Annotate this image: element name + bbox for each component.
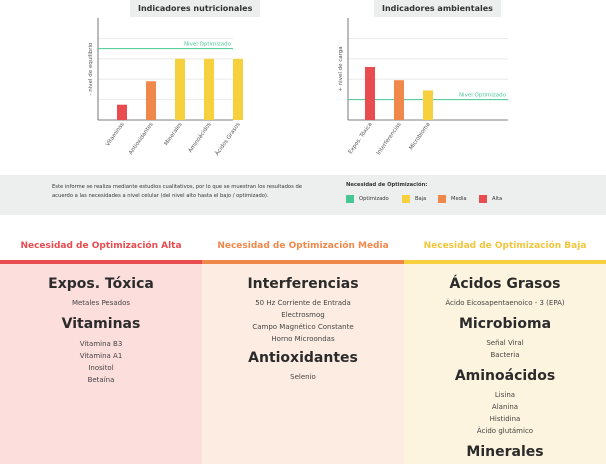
column-baja: Ácidos Grasos Ácido Eicosapentaenoico - …: [404, 264, 606, 464]
legend-label: Media: [451, 196, 467, 202]
heading-media: Necesidad de Optimización Media: [217, 241, 389, 251]
list-item: Alanina: [491, 403, 519, 411]
x-tick-label: Antioxidantes: [128, 122, 155, 156]
chart-title: Indicadores nutricionales: [130, 0, 261, 17]
x-tick-label: Ácidos Grasos: [214, 121, 242, 157]
legend-swatch: [346, 195, 354, 203]
reference-line-label: Nivel Optimizado: [459, 93, 507, 99]
legend-label: Baja: [415, 196, 427, 202]
legend-label: Alta: [492, 196, 503, 202]
chart-title: Indicadores ambientales: [374, 0, 501, 17]
list-item: Electrosmog: [281, 311, 325, 319]
list-item: Ácido glutámico: [476, 427, 534, 435]
x-tick-label: Minerales: [163, 122, 183, 147]
list-item: 50 Hz Corriente de Entrada: [255, 299, 351, 307]
list-item: Ácido Eicosapentaenoico - 3 (EPA): [445, 299, 565, 307]
bar: [204, 58, 214, 120]
charts-section: Indicadores nutricionales - nivel de equ…: [0, 0, 606, 175]
legend-item-baja: Baja: [402, 195, 426, 203]
bar: [146, 81, 156, 120]
list-item: Lisina: [494, 391, 516, 399]
bar: [233, 58, 243, 120]
list-item: Vitamina B3: [79, 340, 123, 348]
group-title: Ácidos Grasos: [449, 276, 561, 292]
y-axis-label: + nivel de carga: [338, 46, 344, 91]
bar: [365, 66, 375, 120]
report-note: Este informe se realiza mediante estudio…: [52, 184, 302, 199]
list-item: Histidina: [489, 415, 521, 423]
group-title: Microbioma: [458, 316, 552, 332]
list-item: Bacteria: [490, 351, 520, 359]
group-title: Expos. Tóxica: [48, 276, 154, 292]
group-title: Interferencias: [247, 276, 359, 292]
chart-environmental-plot: + nivel de carga Nivel Optimizado Expos. T…: [338, 18, 508, 157]
chart-nutritional-plot: - nivel de equilibrio Nivel Optimizado Vit…: [88, 18, 243, 157]
legend-swatch: [402, 195, 410, 203]
divider-media: [202, 260, 404, 264]
y-axis-label: - nivel de equilibrio: [88, 42, 94, 96]
chart-environmental: Indicadores ambientales + nivel de carga…: [320, 0, 530, 175]
group-title: Vitaminas: [61, 316, 141, 332]
legend-title: Necesidad de Optimización:: [346, 182, 428, 188]
heading-alta: Necesidad de Optimización Alta: [20, 241, 182, 251]
list-item: Betaína: [87, 376, 115, 384]
list-item: Metales Pesados: [71, 299, 131, 307]
x-tick-label: Interferencias: [376, 122, 403, 157]
x-tick-label: Microbioma: [408, 122, 431, 152]
group-title: Antioxidantes: [248, 350, 358, 366]
divider-alta: [0, 260, 202, 264]
legend-swatch: [479, 195, 487, 203]
x-tick-label: Aminoácidos: [187, 121, 213, 154]
chart-nutritional: Indicadores nutricionales - nivel de equ…: [60, 0, 270, 175]
list-item: Inositol: [88, 364, 114, 372]
column-media: Interferencias 50 Hz Corriente de Entrad…: [202, 264, 404, 464]
legend-item-media: Media: [438, 195, 467, 203]
group-title: Aminoácidos: [454, 368, 556, 384]
legend-label: Optimizado: [359, 196, 389, 202]
bar: [175, 58, 185, 120]
x-tick-label: Vitaminas: [105, 122, 126, 148]
list-item: Vitamina A1: [79, 352, 123, 360]
legend-item-alta: Alta: [479, 195, 502, 203]
heading-baja: Necesidad de Optimización Baja: [423, 241, 587, 251]
bar: [117, 104, 127, 120]
bar: [423, 90, 433, 120]
legend-item-optimizado: Optimizado: [346, 195, 389, 203]
info-band: Este informe se realiza mediante estudio…: [0, 175, 606, 215]
legend-swatch: [438, 195, 446, 203]
list-item: Campo Magnético Constante: [252, 323, 354, 331]
reference-line-label: Nivel Optimizado: [184, 42, 232, 48]
group-title: Minerales: [466, 444, 544, 460]
x-tick-label: Expos. Tóxica: [347, 121, 374, 155]
divider-baja: [404, 260, 606, 264]
column-alta: Expos. Tóxica Metales Pesados Vitaminas …: [0, 264, 202, 464]
bar: [394, 80, 404, 120]
list-item: Señal Viral: [486, 339, 524, 347]
list-item: Horno Microondas: [271, 335, 335, 343]
headings-band: [0, 215, 606, 264]
list-item: Selenio: [290, 373, 316, 381]
